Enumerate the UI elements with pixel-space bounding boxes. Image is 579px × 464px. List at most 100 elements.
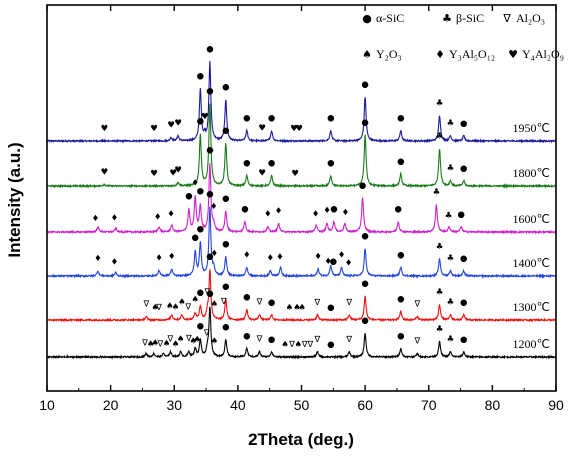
- plot-frame: [46, 4, 557, 392]
- phase-marker: ♠: [286, 303, 294, 313]
- phase-marker: ●: [243, 293, 250, 303]
- phase-marker: ●: [222, 126, 229, 136]
- phase-marker: ♥: [291, 169, 299, 179]
- phase-marker: ♦: [314, 252, 322, 262]
- phase-marker: ∇: [413, 337, 420, 347]
- phase-marker: ●: [397, 331, 404, 341]
- x-axis-title: 2Theta (deg.): [248, 430, 354, 449]
- trace-1300c: [46, 269, 557, 323]
- phase-marker: ♣: [447, 335, 455, 345]
- phase-marker: ♣: [433, 188, 441, 198]
- phase-marker: ∇: [345, 335, 352, 345]
- phase-marker: ∇: [220, 297, 227, 307]
- phase-marker: ●: [243, 159, 250, 169]
- phase-marker: ●: [206, 86, 213, 96]
- phase-marker: ♣: [445, 211, 453, 221]
- series-label-1950: 1950℃: [513, 121, 550, 135]
- phase-marker: ●: [191, 233, 198, 243]
- legend-item-y2o3: ♠ Y₂O₃: [362, 47, 402, 61]
- x-tick-label: 80: [485, 397, 501, 413]
- phase-marker: ♥: [290, 124, 298, 134]
- phase-marker: ●: [206, 252, 213, 262]
- legend-item-yam: ♥ Y₄Al₂O₉: [508, 47, 564, 61]
- phase-marker: ●: [457, 210, 464, 220]
- y-axis-title: Intensity (a.u.): [5, 142, 24, 257]
- series-label-1300: 1300℃: [513, 300, 550, 314]
- phase-marker: ♣: [447, 254, 455, 264]
- phase-marker: ♠: [294, 340, 302, 350]
- phase-marker: ●: [197, 322, 204, 332]
- phase-marker: ●: [197, 72, 204, 82]
- phase-marker: ♥: [100, 124, 108, 134]
- phase-marker: ●: [206, 45, 213, 55]
- phase-marker: ♥: [295, 124, 303, 134]
- phase-marker: ●: [460, 119, 467, 129]
- phase-marker: ∇: [141, 338, 148, 348]
- phase-marker: ∇: [142, 300, 149, 310]
- phase-marker: ♦: [338, 250, 346, 260]
- phase-marker: ♦: [155, 254, 163, 264]
- phase-marker: ♥: [100, 167, 108, 177]
- phase-marker: ●: [268, 298, 275, 308]
- phase-marker: ♠: [172, 339, 180, 349]
- phase-marker: ●: [206, 190, 213, 200]
- phase-marker: ●: [197, 288, 204, 298]
- phase-marker: ∇: [185, 334, 192, 344]
- phase-marker: ●: [222, 194, 229, 204]
- phase-marker: ♣: [436, 242, 444, 252]
- phase-marker: ●: [460, 335, 467, 345]
- phase-marker: ●: [197, 117, 204, 127]
- phase-marker: ♣: [447, 119, 455, 129]
- series-label-1200: 1200℃: [513, 337, 550, 351]
- phase-marker: ∇: [156, 339, 163, 349]
- phase-marker: ●: [460, 254, 467, 264]
- phase-marker: ●: [330, 204, 337, 214]
- phase-marker: ♠: [151, 303, 159, 313]
- phase-marker: ●: [394, 205, 401, 215]
- phase-marker: ●: [460, 164, 467, 174]
- x-tick-label: 30: [166, 397, 182, 413]
- phase-marker: ♦: [111, 257, 119, 267]
- phase-marker: ∇: [184, 302, 191, 312]
- legend-label: α-SiC: [376, 11, 404, 25]
- phase-marker: ●: [361, 316, 368, 326]
- phase-marker: ♠: [293, 303, 301, 313]
- legend-symbol: ♣: [442, 12, 452, 25]
- phase-marker: ♠: [147, 339, 155, 349]
- phase-marker: ♠: [281, 340, 289, 350]
- legend-symbol: ●: [362, 12, 372, 25]
- phase-marker: ∇: [413, 300, 420, 310]
- phase-marker: ●: [361, 118, 368, 128]
- phase-markers-layer: ♥ ♥ ♥ ♥●♥●●●♥●♥♥●●●♣♣ ●♥ ♥ ♥♥●●●●♥●♥●●●♣♣ ●♦ ♦ ♦ ♦…: [92, 45, 468, 350]
- phase-marker: ♦: [342, 208, 350, 218]
- legend-symbol: ∇: [502, 12, 511, 25]
- legend-item-alpha-sic: ● α-SiC: [362, 11, 404, 25]
- phase-marker: ♥: [201, 112, 209, 122]
- phase-marker: ♠: [298, 303, 306, 313]
- legend-symbol: ♥: [508, 48, 518, 61]
- phase-marker: ●: [222, 240, 229, 250]
- phase-marker: ♣: [436, 325, 444, 335]
- x-tick-label: 50: [294, 397, 310, 413]
- x-tick-label: 10: [39, 397, 55, 413]
- series-label-1800: 1800℃: [513, 166, 550, 180]
- trace-1400c: [47, 206, 556, 279]
- legend-item-al2o3: ∇ Al₂O₃: [502, 11, 545, 25]
- legend: ● α-SiC ♣ β-SiC ∇ Al₂O₃ ♠ Y₂O₃ ♦ Y₃Al₅O₁₂ ♥ Y₄Al₂O₉: [362, 11, 564, 61]
- phase-marker: ♥: [174, 119, 182, 129]
- legend-label: Al₂O₃: [516, 11, 545, 25]
- phase-marker: ●: [206, 146, 213, 156]
- phase-marker: ●: [361, 80, 368, 90]
- phase-marker: ∇: [256, 298, 263, 308]
- phase-marker: ♥: [150, 169, 158, 179]
- phase-marker: ●: [268, 114, 275, 124]
- phase-marker: ●: [206, 289, 213, 299]
- phase-marker: ●: [327, 114, 334, 124]
- phase-marker: ♦: [154, 213, 162, 223]
- phase-marker: ●: [361, 279, 368, 289]
- phase-marker: ♦: [345, 259, 353, 269]
- legend-label: Y₂O₃: [376, 47, 402, 61]
- trace-1800c: [46, 103, 557, 189]
- phase-marker: ●: [361, 232, 368, 242]
